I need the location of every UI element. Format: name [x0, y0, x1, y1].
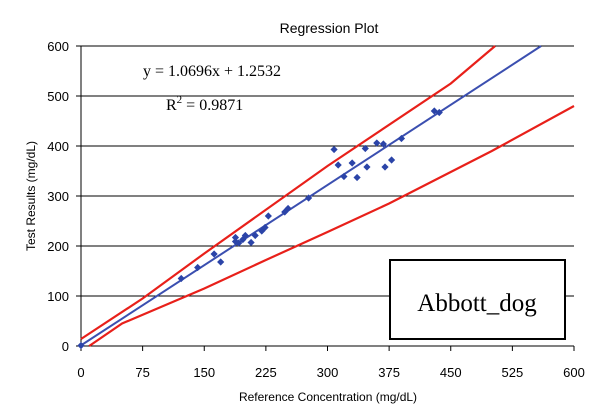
data-point	[334, 161, 342, 169]
upper-limit-line	[80, 45, 496, 340]
lower-limit-line	[88, 105, 575, 347]
data-point	[430, 107, 438, 115]
data-point	[210, 250, 218, 258]
data-point	[435, 108, 443, 117]
x-tick-label: 75	[135, 365, 149, 380]
data-point	[348, 159, 356, 167]
data-point	[177, 274, 185, 283]
x-tick-label: 525	[502, 365, 524, 380]
x-axis-label: Reference Concentration (mg/dL)	[239, 390, 417, 404]
data-point	[381, 163, 389, 171]
data-point	[261, 223, 269, 232]
r-squared-value: = 0.9871	[182, 97, 243, 114]
y-tick-label: 100	[47, 289, 69, 304]
x-tick-label: 600	[563, 365, 585, 380]
data-point	[397, 134, 406, 143]
data-point	[379, 140, 387, 148]
data-point	[353, 173, 361, 182]
r-squared-label: R2 = 0.9871	[166, 94, 243, 114]
y-tick-label: 600	[47, 39, 69, 54]
data-point	[361, 144, 369, 153]
data-point	[247, 238, 255, 247]
x-tick-label: 375	[378, 365, 400, 380]
data-point	[231, 233, 240, 242]
y-tick-label: 300	[47, 189, 69, 204]
gridlines	[81, 45, 574, 297]
data-point	[387, 156, 396, 164]
annotation-box	[389, 259, 566, 340]
data-point	[284, 204, 292, 213]
x-tick-label: 450	[440, 365, 462, 380]
chart-title: Regression Plot	[280, 20, 379, 36]
x-tick-label: 0	[77, 365, 84, 380]
fit-line-line	[80, 45, 542, 347]
data-point	[363, 163, 371, 171]
annotation-text: Abbott_dog	[417, 290, 537, 317]
data-point	[241, 231, 249, 240]
data-point	[264, 212, 272, 220]
data-point	[235, 239, 243, 247]
x-tick-labels: 0 75 150 225 300 375 450 525 600	[77, 346, 585, 380]
data-points	[77, 107, 443, 350]
y-axis-label: Test Results (mg/dL)	[24, 141, 38, 251]
y-tick-label: 400	[47, 139, 69, 154]
regression-equation: y = 1.0696x + 1.2532	[143, 63, 281, 80]
r-squared-exponent: 2	[177, 94, 183, 106]
x-tick-label: 225	[255, 365, 277, 380]
data-point	[340, 172, 348, 181]
data-point	[194, 263, 202, 272]
data-point	[373, 139, 381, 147]
data-point	[217, 258, 225, 266]
x-tick-label: 300	[317, 365, 339, 380]
data-point	[330, 145, 338, 154]
y-tick-labels: 0 100 200 300 400 500 600	[47, 39, 81, 354]
regression-lines	[80, 45, 575, 347]
y-tick-label: 0	[62, 339, 69, 354]
data-point	[77, 341, 85, 350]
r-squared-prefix: R	[166, 97, 177, 114]
y-tick-label: 500	[47, 89, 69, 104]
y-tick-label: 200	[47, 239, 69, 254]
data-point	[305, 194, 313, 202]
data-point	[251, 231, 259, 240]
x-tick-label: 150	[193, 365, 215, 380]
